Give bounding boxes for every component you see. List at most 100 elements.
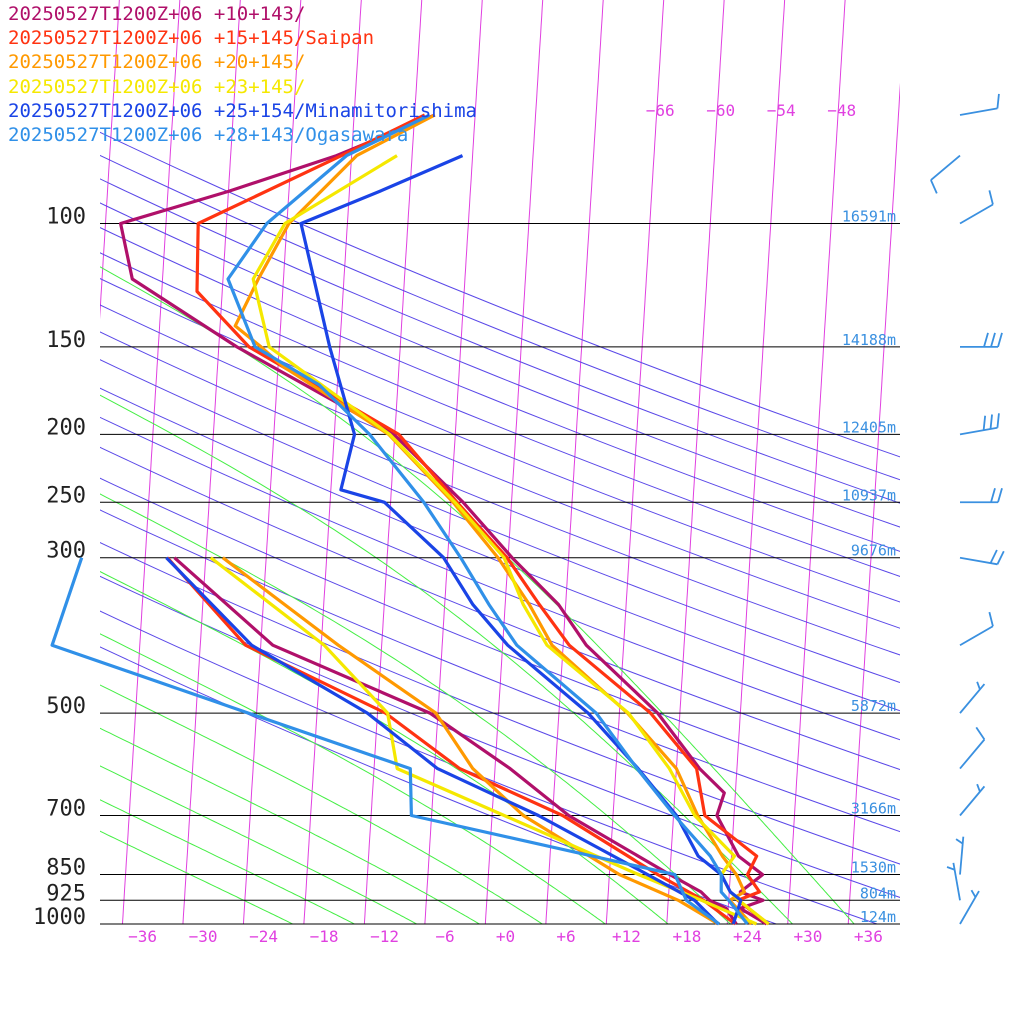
pressure-label: 700: [46, 796, 86, 821]
isotherm-line: [847, 82, 900, 924]
height-label: 1530m: [851, 859, 896, 877]
dry-adiabat-line: [100, 446, 900, 771]
height-label: 10937m: [842, 486, 896, 504]
height-label: 804m: [860, 884, 896, 902]
temperature-tick-label: −12: [370, 927, 399, 946]
wind-barb-feather: [988, 611, 994, 627]
moist-adiabat-line: [100, 633, 607, 924]
moist-adiabat-line: [100, 394, 794, 924]
wind-barb-shaft: [959, 107, 998, 116]
height-label: 3166m: [851, 799, 896, 817]
temperature-profile-line: [251, 154, 770, 926]
dewpoint-profile-line: [173, 556, 738, 925]
wind-barb-feather: [930, 179, 938, 194]
dry-adiabat-line: [100, 278, 900, 603]
wind-barb: [959, 611, 994, 647]
temperature-tick-label: +12: [612, 927, 641, 946]
wind-barb-shaft: [959, 785, 986, 817]
isotherm-line: [726, 0, 786, 924]
wind-barb-feather: [976, 783, 981, 793]
dry-adiabat-line: [100, 178, 900, 504]
wind-barb: [955, 836, 965, 875]
temperature-tick-label: −30: [189, 927, 218, 946]
temperature-tick-label: −36: [128, 927, 157, 946]
pressure-label: 150: [46, 328, 86, 353]
upper-temperature-label: −60: [706, 101, 735, 120]
moist-adiabat-line: [100, 799, 356, 924]
wind-barb-feather: [988, 190, 994, 205]
isotherm-line: [605, 0, 665, 924]
pressure-label: 500: [46, 694, 86, 719]
height-label: 124m: [860, 908, 896, 926]
height-label: 14188m: [842, 331, 896, 349]
pressure-label: 200: [46, 415, 86, 440]
dewpoint-profile-line: [165, 556, 720, 926]
moist-adiabat-line: [100, 570, 669, 924]
wind-barb-feather: [996, 550, 1005, 565]
wind-barb: [959, 681, 986, 714]
isotherm-line: [666, 0, 725, 924]
isotherm-line: [787, 0, 846, 924]
isotherm-line: [242, 0, 302, 924]
wind-barb-feather: [989, 549, 998, 564]
isotherm-line: [182, 0, 241, 924]
moist-adiabat-line: [100, 765, 418, 924]
temperature-tick-label: −6: [435, 927, 454, 946]
wind-barb-feather: [990, 332, 996, 348]
upper-temperature-label: −66: [646, 101, 675, 120]
isotherm-line: [484, 0, 544, 924]
height-label: 9676m: [851, 542, 896, 560]
temperature-tick-label: +18: [672, 927, 701, 946]
wind-barb-shaft: [959, 890, 980, 925]
upper-temperature-label: −48: [827, 101, 856, 120]
wind-barb: [930, 154, 961, 194]
legend-entry: 20250527T1200Z+06 +28+143/Ogasawara: [8, 124, 409, 147]
dry-adiabat-line: [100, 359, 900, 684]
moist-adiabat-line: [100, 266, 855, 924]
dewpoint-profile-line: [209, 556, 758, 926]
temperature-tick-label: +24: [733, 927, 762, 946]
dry-adiabat-line: [100, 252, 900, 577]
isotherm-line: [969, 0, 1024, 934]
temperature-tick-label: −18: [310, 927, 339, 946]
moist-adiabat-line: [100, 684, 544, 924]
wind-barb-feather: [997, 488, 1003, 503]
wind-barb: [959, 889, 980, 925]
sounding-profiles: [50, 113, 770, 926]
temperature-tick-label: +36: [854, 927, 883, 946]
moist-adiabat-line: [100, 727, 481, 924]
temperature-profile-line: [195, 113, 770, 926]
wind-barb: [946, 862, 961, 901]
pressure-label: 100: [46, 205, 86, 230]
wind-barb-feather: [989, 414, 993, 430]
wind-barb-feather: [970, 889, 977, 898]
wind-barb-shaft: [952, 862, 961, 901]
wind-barb: [959, 726, 986, 770]
wind-barb-feather: [955, 838, 964, 845]
wind-barb-shaft: [959, 203, 994, 225]
temperature-tick-label: +0: [496, 927, 515, 946]
legend-entry: 20250527T1200Z+06 +25+154/Minamitorishim…: [8, 99, 477, 122]
dry-adiabat-line: [100, 416, 900, 741]
wind-barb-feather: [996, 93, 1000, 109]
isotherm-line: [545, 0, 604, 924]
temperature-tick-label: +6: [556, 927, 575, 946]
temperature-profile-line: [226, 113, 749, 925]
temperature-profile-line: [118, 113, 768, 926]
wind-barb: [960, 332, 1003, 348]
isotherm-line: [121, 0, 181, 924]
wind-barb-feather: [976, 681, 981, 690]
isotherm-line: [0, 0, 2, 934]
isotherm-line: [303, 0, 362, 924]
chart-legend: 20250527T1200Z+06 +10+143/20250527T1200Z…: [8, 2, 477, 147]
temperature-tick-label: −24: [249, 927, 278, 946]
isobar-lines: [100, 223, 900, 925]
height-label: 5872m: [851, 697, 896, 715]
dry-adiabat-line: [100, 227, 900, 552]
dry-adiabat-line: [100, 331, 900, 656]
dry-adiabat-line: [100, 131, 900, 458]
dry-adiabat-line: [100, 477, 900, 801]
wind-barb: [959, 549, 1005, 566]
wind-barb-feather: [983, 332, 989, 348]
